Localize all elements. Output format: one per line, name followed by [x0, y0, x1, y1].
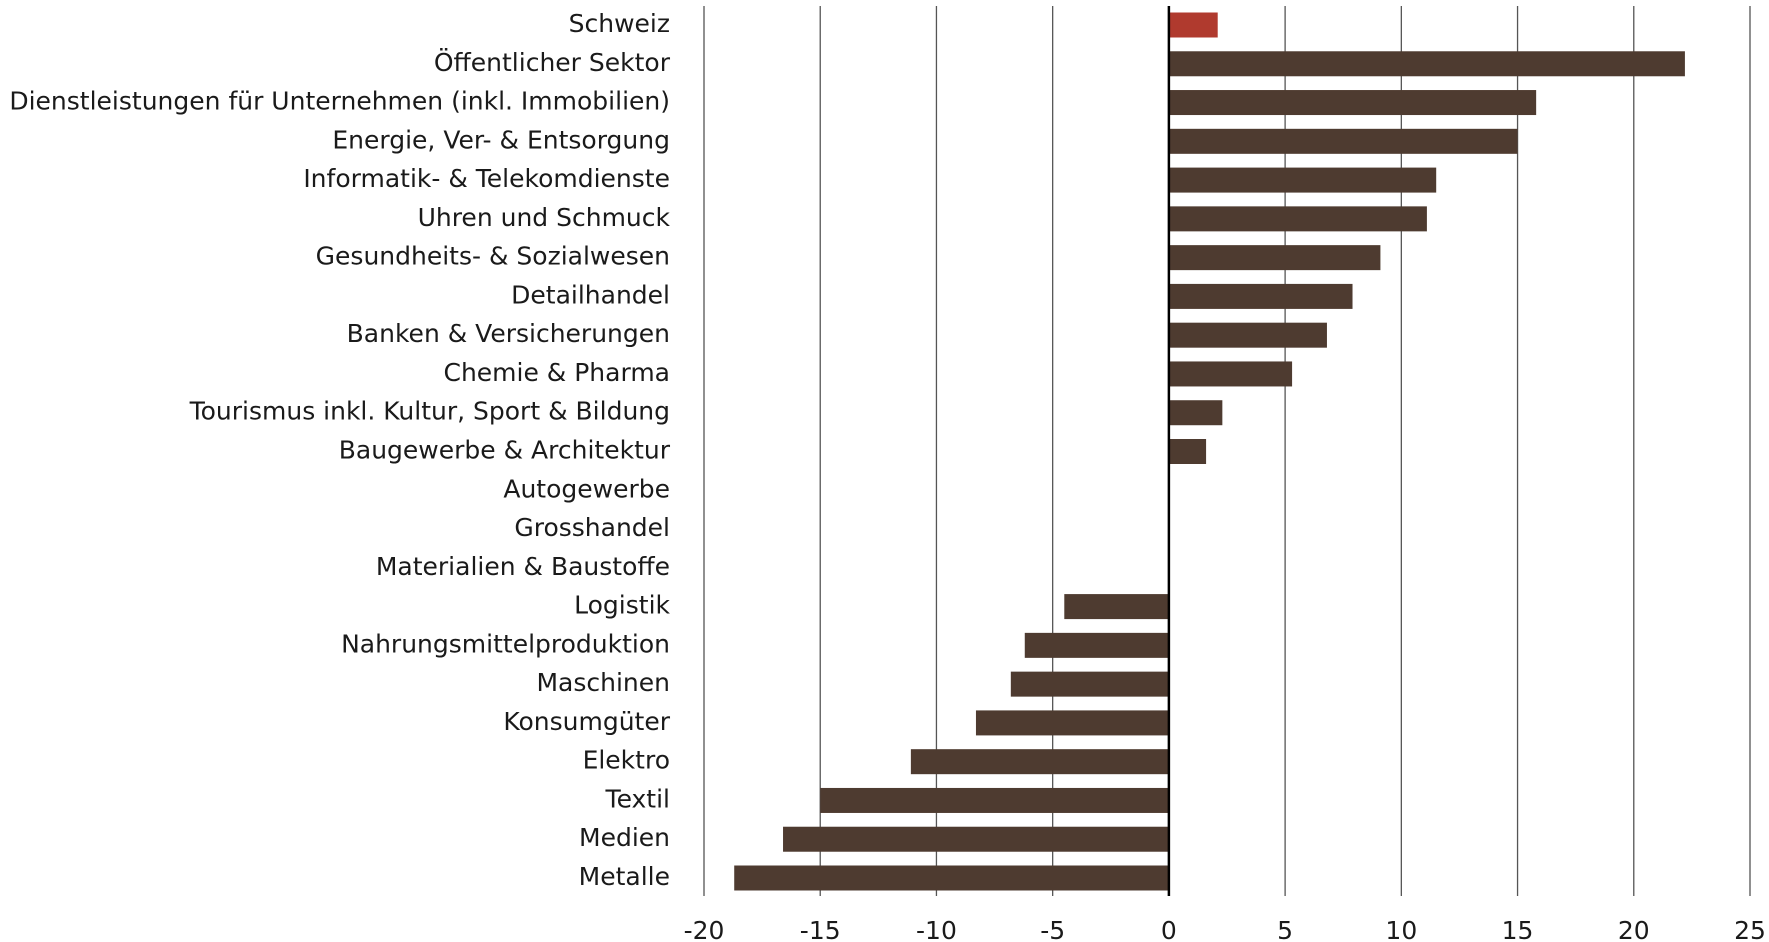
- bar: [1168, 167, 1437, 193]
- x-tick-label: -10: [916, 916, 957, 942]
- y-tick-label: Banken & Versicherungen: [347, 319, 670, 348]
- bar: [783, 826, 1169, 852]
- y-tick-label: Tourismus inkl. Kultur, Sport & Bildung: [189, 397, 670, 426]
- x-tick-label: -5: [1040, 916, 1065, 942]
- bar: [1168, 361, 1293, 387]
- x-tick-label: 0: [1161, 916, 1177, 942]
- y-tick-label: Uhren und Schmuck: [418, 203, 671, 232]
- y-tick-label: Öffentlicher Sektor: [434, 48, 671, 77]
- y-tick-label: Maschinen: [536, 668, 670, 697]
- y-tick-label: Energie, Ver- & Entsorgung: [332, 125, 670, 154]
- bar: [734, 865, 1169, 891]
- x-tick-label: -20: [684, 916, 725, 942]
- y-tick-label: Metalle: [579, 862, 670, 891]
- bar: [1010, 671, 1169, 697]
- y-tick-label: Grosshandel: [514, 513, 670, 542]
- y-tick-label: Medien: [579, 823, 670, 852]
- y-tick-label: Elektro: [583, 746, 670, 775]
- y-tick-label: Autogewerbe: [503, 474, 670, 503]
- y-tick-label: Gesundheits- & Sozialwesen: [316, 242, 670, 271]
- y-tick-label: Detailhandel: [511, 280, 670, 309]
- bar: [1024, 632, 1169, 658]
- bar: [1168, 206, 1427, 232]
- x-tick-label: 10: [1385, 916, 1417, 942]
- y-tick-label: Konsumgüter: [503, 707, 670, 736]
- bar: [1168, 283, 1353, 309]
- x-tick-label: 25: [1734, 916, 1766, 942]
- y-tick-label: Materialien & Baustoffe: [376, 552, 670, 581]
- bar: [910, 749, 1169, 775]
- bar: [1168, 90, 1537, 116]
- bar: [1168, 12, 1218, 38]
- x-tick-label: 5: [1277, 916, 1293, 942]
- y-tick-label: Dienstleistungen für Unternehmen (inkl. …: [9, 87, 670, 116]
- y-tick-label: Schweiz: [569, 9, 670, 38]
- x-tick-label: 20: [1618, 916, 1650, 942]
- bar: [1168, 128, 1518, 154]
- bar: [820, 787, 1169, 813]
- y-tick-label: Informatik- & Telekomdienste: [303, 164, 670, 193]
- bar: [1168, 322, 1327, 348]
- bar: [975, 710, 1169, 736]
- y-tick-label: Nahrungsmittelproduktion: [341, 629, 670, 658]
- y-tick-label: Logistik: [574, 591, 670, 620]
- bar: [1168, 245, 1381, 271]
- y-tick-label: Baugewerbe & Architektur: [339, 436, 671, 465]
- x-tick-label: -15: [800, 916, 841, 942]
- bar: [1168, 439, 1207, 464]
- bar: [1064, 594, 1169, 620]
- y-tick-label: Textil: [605, 784, 670, 813]
- y-tick-label: Chemie & Pharma: [443, 358, 670, 387]
- bar: [1168, 400, 1223, 426]
- x-tick-label: 15: [1502, 916, 1534, 942]
- bar: [1168, 51, 1685, 77]
